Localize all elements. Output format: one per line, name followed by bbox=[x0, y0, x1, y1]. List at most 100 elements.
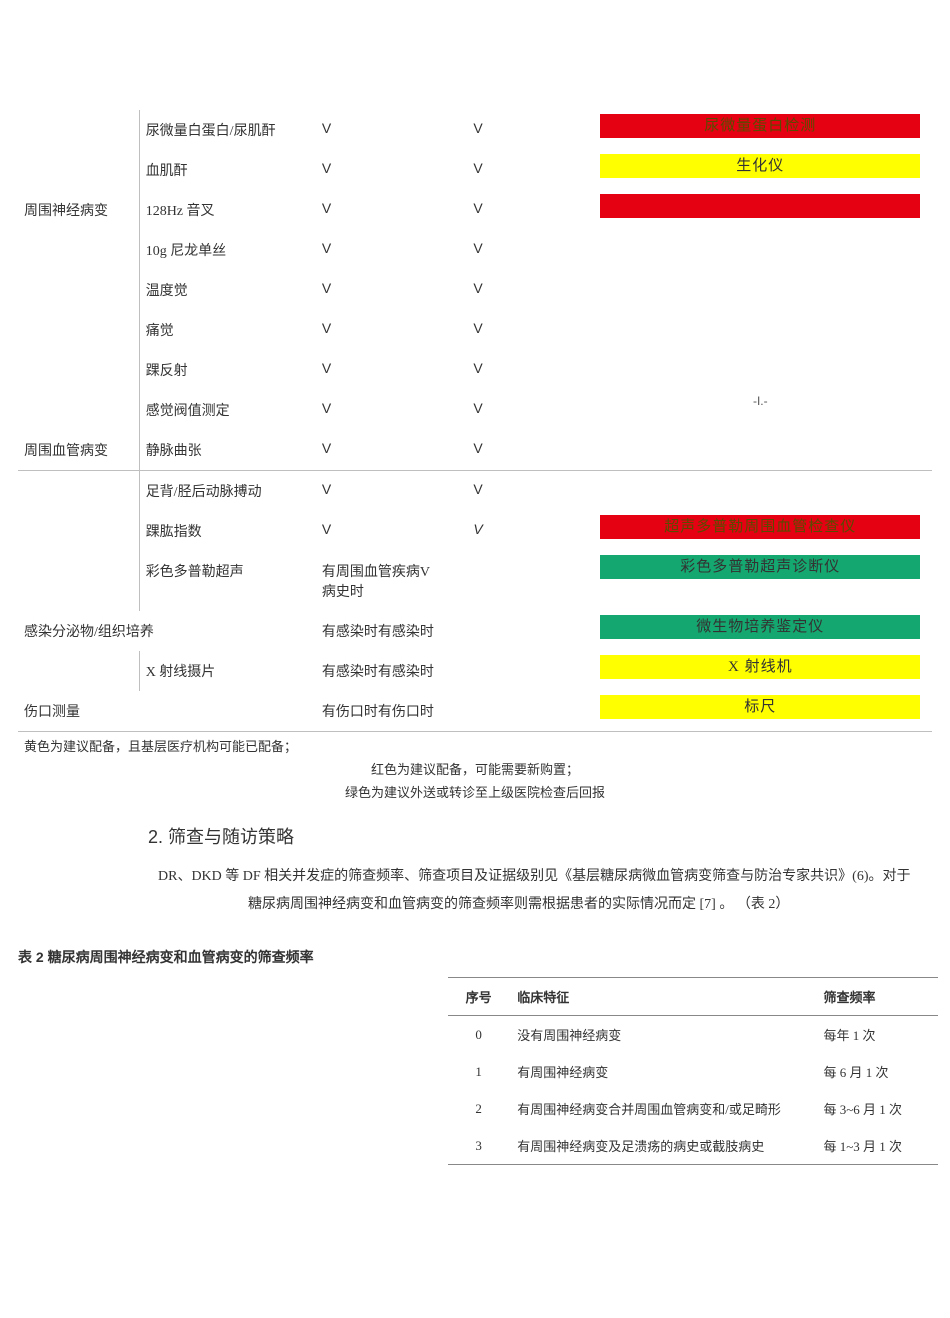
t2-seq: 2 bbox=[448, 1090, 509, 1127]
badge-cell: -I.- bbox=[589, 390, 932, 430]
table-row: 0没有周围神经病变每年 1 次 bbox=[448, 1016, 938, 1054]
item-cell: 10g 尼龙单丝 bbox=[139, 230, 316, 270]
equipment-badge: 彩色多普勒超声诊断仪 bbox=[600, 555, 920, 579]
col3-cell: V bbox=[316, 110, 467, 150]
table-row: 3有周围神经病变及足溃疡的病史或截肢病史每 1~3 月 1 次 bbox=[448, 1127, 938, 1165]
page-root: 尿微量白蛋白/尿肌酐VV尿微量蛋白检测血肌酐VV生化仪周围神经病变128Hz 音… bbox=[0, 0, 950, 1225]
category-cell bbox=[18, 310, 139, 350]
section-heading: 2. 筛查与随访策略 bbox=[148, 823, 932, 849]
col4-cell: V bbox=[467, 310, 588, 350]
item-cell: 踝肱指数 bbox=[139, 511, 316, 551]
category-cell bbox=[18, 551, 139, 611]
t2-freq: 每 3~6 月 1 次 bbox=[816, 1090, 939, 1127]
t2-freq: 每 1~3 月 1 次 bbox=[816, 1127, 939, 1165]
table-row: 温度觉VV bbox=[18, 270, 932, 310]
table-row: 痛觉VV bbox=[18, 310, 932, 350]
col4-cell: V bbox=[467, 110, 588, 150]
category-cell bbox=[18, 390, 139, 430]
t2-feature: 没有周围神经病变 bbox=[509, 1016, 815, 1054]
col3-cell: V bbox=[316, 190, 467, 230]
col4-cell bbox=[467, 691, 588, 732]
col3-cell: V bbox=[316, 230, 467, 270]
table-row: X 射线摄片有感染时有感染时X 射线机 bbox=[18, 651, 932, 691]
col3-cell: V bbox=[316, 511, 467, 551]
t2-seq: 3 bbox=[448, 1127, 509, 1165]
badge-cell: 微生物培养鉴定仪 bbox=[589, 611, 932, 651]
badge-cell bbox=[589, 270, 932, 310]
t2-freq: 每 6 月 1 次 bbox=[816, 1053, 939, 1090]
badge-cell bbox=[589, 471, 932, 512]
col3-cell: V bbox=[316, 390, 467, 430]
category-cell bbox=[18, 230, 139, 270]
item-cell: 128Hz 音叉 bbox=[139, 190, 316, 230]
col3-cell: V bbox=[316, 471, 467, 512]
table-row: 踝肱指数VV超声多普勒周围血管检查仪 bbox=[18, 511, 932, 551]
item-cell: 踝反射 bbox=[139, 350, 316, 390]
t2-head-freq: 筛查频率 bbox=[816, 978, 939, 1016]
table-row: 血肌酐VV生化仪 bbox=[18, 150, 932, 190]
col3-cell: 有伤口时有伤口时 bbox=[316, 691, 467, 732]
col3-cell: V bbox=[316, 150, 467, 190]
col4-cell bbox=[467, 651, 588, 691]
badge-cell: 彩色多普勒超声诊断仪 bbox=[589, 551, 932, 611]
table-row: 1有周围神经病变每 6 月 1 次 bbox=[448, 1053, 938, 1090]
badge-cell: 生化仪 bbox=[589, 150, 932, 190]
item-cell: 血肌酐 bbox=[139, 150, 316, 190]
note-mark: -I.- bbox=[589, 394, 932, 408]
category-cell: 周围神经病变 bbox=[18, 190, 139, 230]
t2-head-feat: 临床特征 bbox=[509, 978, 815, 1016]
legend-red: 红色为建议配备，可能需要新购置； bbox=[18, 759, 932, 778]
equipment-badge: X 射线机 bbox=[600, 655, 920, 679]
badge-cell: X 射线机 bbox=[589, 651, 932, 691]
badge-cell: 标尺 bbox=[589, 691, 932, 732]
t2-seq: 1 bbox=[448, 1053, 509, 1090]
item-cell: 静脉曲张 bbox=[139, 430, 316, 471]
table-row: 周围神经病变128Hz 音叉VV bbox=[18, 190, 932, 230]
col4-cell: V bbox=[467, 350, 588, 390]
col3-cell: 有感染时有感染时 bbox=[316, 611, 467, 651]
item-cell: 足背/胫后动脉搏动 bbox=[139, 471, 316, 512]
badge-cell bbox=[589, 430, 932, 471]
col4-cell: V bbox=[467, 230, 588, 270]
col4-cell: V bbox=[467, 511, 588, 551]
table-row: 尿微量白蛋白/尿肌酐VV尿微量蛋白检测 bbox=[18, 110, 932, 150]
equipment-badge: 超声多普勒周围血管检查仪 bbox=[600, 515, 920, 539]
col4-cell: V bbox=[467, 430, 588, 471]
section-para-1: DR、DKD 等 DF 相关并发症的筛查频率、筛查项目及证据级别见《基层糖尿病微… bbox=[158, 863, 932, 891]
table-row: 2有周围神经病变合并周围血管病变和/或足畸形每 3~6 月 1 次 bbox=[448, 1090, 938, 1127]
col3-cell: V bbox=[316, 350, 467, 390]
badge-cell bbox=[589, 310, 932, 350]
category-cell bbox=[18, 110, 139, 150]
equipment-badge: 尿微量蛋白检测 bbox=[600, 114, 920, 138]
legend-green: 绿色为建议外送或转诊至上级医院检查后回报 bbox=[18, 782, 932, 801]
col4-cell: V bbox=[467, 190, 588, 230]
col4-cell: V bbox=[467, 390, 588, 430]
equipment-badge: 微生物培养鉴定仪 bbox=[600, 615, 920, 639]
category-cell bbox=[18, 471, 139, 512]
badge-cell bbox=[589, 190, 932, 230]
item-cell: X 射线摄片 bbox=[139, 651, 316, 691]
category-cell bbox=[18, 270, 139, 310]
t2-head-seq: 序号 bbox=[448, 978, 509, 1016]
col4-cell: V bbox=[467, 270, 588, 310]
category-cell bbox=[18, 150, 139, 190]
col4-cell: V bbox=[467, 150, 588, 190]
category-cell bbox=[18, 651, 139, 691]
category-cell bbox=[18, 511, 139, 551]
category-cell bbox=[18, 350, 139, 390]
col4-cell bbox=[467, 611, 588, 651]
table-row: 10g 尼龙单丝VV bbox=[18, 230, 932, 270]
badge-cell bbox=[589, 230, 932, 270]
t2-feature: 有周围神经病变合并周围血管病变和/或足畸形 bbox=[509, 1090, 815, 1127]
equipment-badge: 生化仪 bbox=[600, 154, 920, 178]
equipment-badge: 标尺 bbox=[600, 695, 920, 719]
table-row: 足背/胫后动脉搏动VV bbox=[18, 471, 932, 512]
table-row: 感染分泌物/组织培养有感染时有感染时 微生物培养鉴定仪 bbox=[18, 611, 932, 651]
table-row: 感觉阀值测定VV-I.- bbox=[18, 390, 932, 430]
category-cell: 伤口测量 bbox=[18, 691, 316, 732]
col3-cell: V bbox=[316, 310, 467, 350]
table-row: 周围血管病变静脉曲张VV bbox=[18, 430, 932, 471]
category-cell: 感染分泌物/组织培养 bbox=[18, 611, 316, 651]
equipment-badge bbox=[600, 194, 920, 218]
col3-cell: V bbox=[316, 270, 467, 310]
